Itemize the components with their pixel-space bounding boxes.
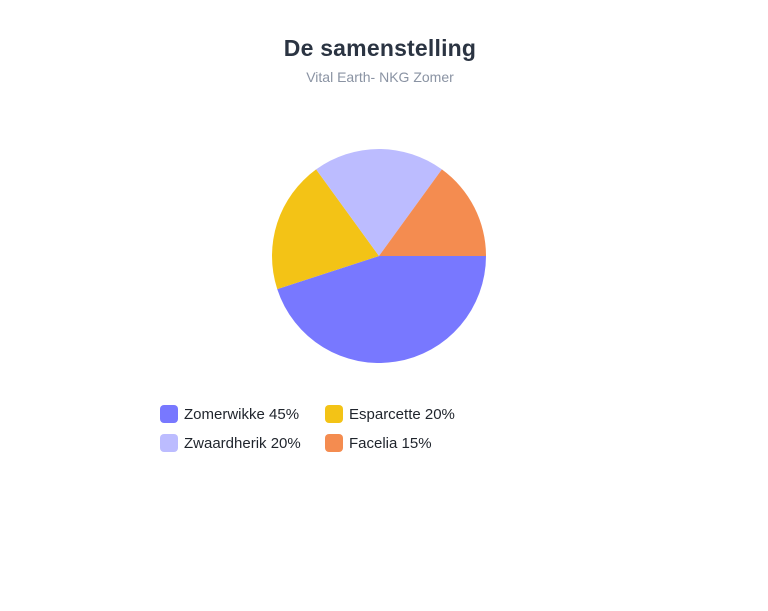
legend-item-facelia[interactable]: Facelia 15% xyxy=(325,433,485,453)
legend-label-zwaardherik: Zwaardherik 20% xyxy=(184,434,301,452)
chart-legend: Zomerwikke 45% Esparcette 20% Zwaardheri… xyxy=(160,404,485,453)
pie-slice-zwaardherik[interactable] xyxy=(316,149,442,256)
legend-swatch-zomerwikke xyxy=(160,405,178,423)
legend-item-esparcette[interactable]: Esparcette 20% xyxy=(325,404,485,424)
chart-title: De samenstelling xyxy=(283,35,477,61)
chart-subtitle: Vital Earth- NKG Zomer xyxy=(306,69,454,85)
pie-slice-esparcette[interactable] xyxy=(271,169,379,290)
legend-item-zwaardherik[interactable]: Zwaardherik 20% xyxy=(160,433,325,453)
legend-label-esparcette: Esparcette 20% xyxy=(349,405,455,423)
legend-swatch-zwaardherik xyxy=(160,434,178,452)
pie-slice-zomerwikke[interactable] xyxy=(277,256,486,364)
legend-item-zomerwikke[interactable]: Zomerwikke 45% xyxy=(160,404,325,424)
legend-label-facelia: Facelia 15% xyxy=(349,434,432,452)
legend-label-zomerwikke: Zomerwikke 45% xyxy=(184,405,300,423)
pie-slices xyxy=(271,149,486,364)
legend-swatch-esparcette xyxy=(325,405,343,423)
pie-slice-facelia[interactable] xyxy=(379,169,486,256)
legend-swatch-facelia xyxy=(325,434,343,452)
